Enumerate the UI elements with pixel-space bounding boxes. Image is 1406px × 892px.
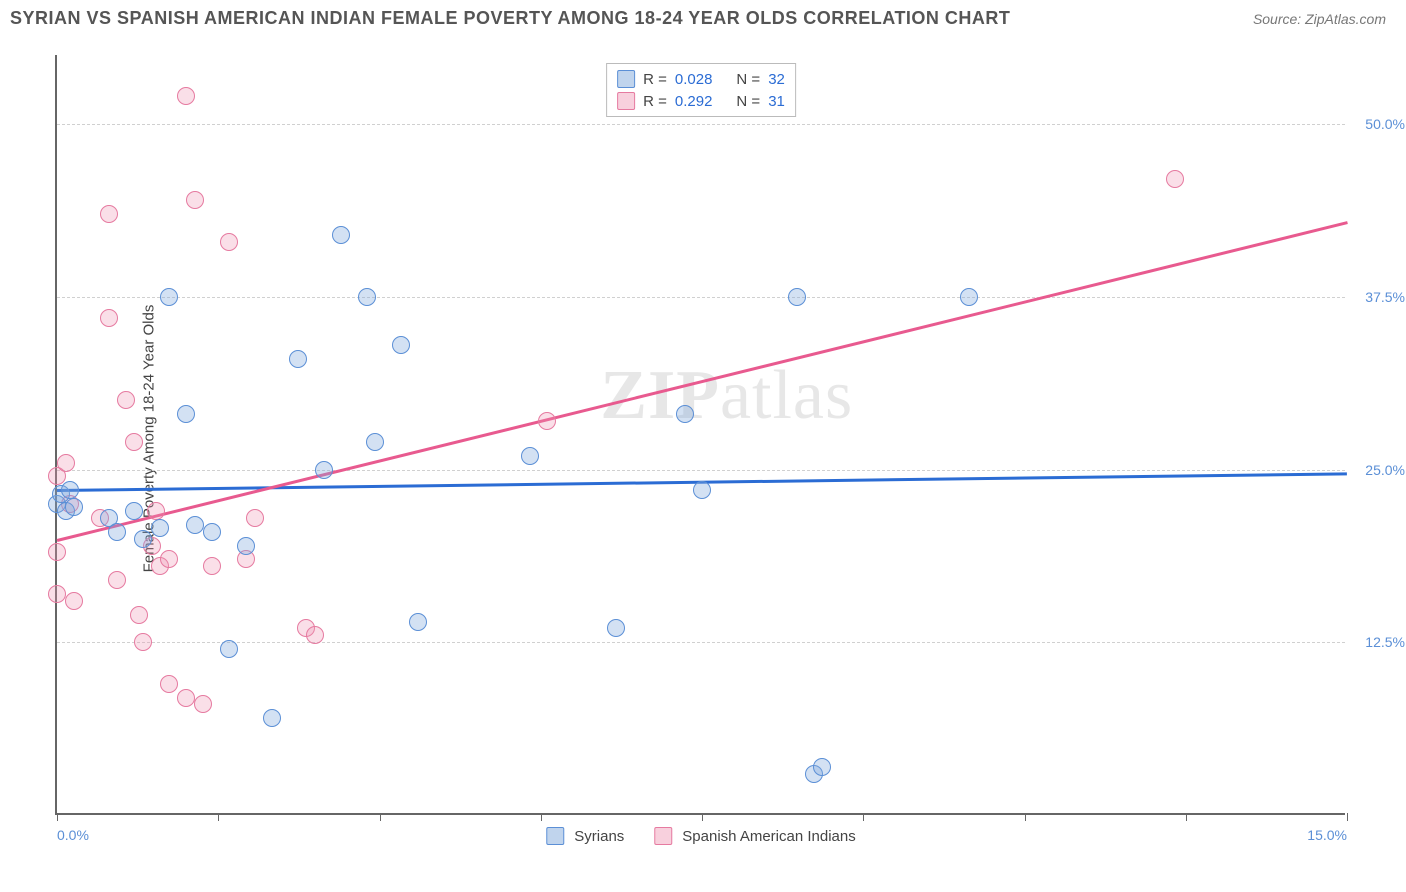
y-tick-label: 12.5% (1350, 634, 1405, 650)
swatch-icon (654, 827, 672, 845)
data-point (315, 461, 333, 479)
data-point (125, 502, 143, 520)
data-point (306, 626, 324, 644)
data-point (960, 288, 978, 306)
scatter-chart: ZIPatlas R = 0.028 N = 32 R = 0.292 N = … (55, 55, 1345, 815)
chart-header: SYRIAN VS SPANISH AMERICAN INDIAN FEMALE… (0, 0, 1406, 37)
legend-correlation: R = 0.028 N = 32 R = 0.292 N = 31 (606, 63, 796, 117)
data-point (392, 336, 410, 354)
data-point (194, 695, 212, 713)
legend-series: Syrians Spanish American Indians (546, 827, 855, 845)
data-point (177, 405, 195, 423)
r-value: 0.292 (675, 93, 713, 110)
data-point (160, 288, 178, 306)
data-point (177, 87, 195, 105)
data-point (186, 191, 204, 209)
data-point (134, 633, 152, 651)
x-tick-label: 0.0% (57, 827, 89, 843)
data-point (151, 519, 169, 537)
x-tick (380, 813, 381, 821)
data-point (203, 523, 221, 541)
data-point (186, 516, 204, 534)
data-point (788, 288, 806, 306)
r-label: R = (643, 71, 667, 88)
x-tick (1347, 813, 1348, 821)
data-point (203, 557, 221, 575)
data-point (332, 226, 350, 244)
n-label: N = (736, 71, 760, 88)
data-point (160, 550, 178, 568)
legend-label: Syrians (574, 828, 624, 845)
swatch-icon (617, 92, 635, 110)
gridline (57, 124, 1345, 125)
data-point (130, 606, 148, 624)
data-point (220, 640, 238, 658)
gridline (57, 297, 1345, 298)
data-point (246, 509, 264, 527)
data-point (220, 233, 238, 251)
chart-title: SYRIAN VS SPANISH AMERICAN INDIAN FEMALE… (10, 8, 1010, 29)
data-point (61, 481, 79, 499)
data-point (108, 523, 126, 541)
n-label: N = (736, 93, 760, 110)
data-point (160, 675, 178, 693)
data-point (607, 619, 625, 637)
x-tick (1186, 813, 1187, 821)
data-point (693, 481, 711, 499)
x-tick (702, 813, 703, 821)
y-tick-label: 37.5% (1350, 289, 1405, 305)
data-point (134, 530, 152, 548)
gridline (57, 470, 1345, 471)
x-tick (57, 813, 58, 821)
n-value: 32 (768, 71, 785, 88)
data-point (117, 391, 135, 409)
x-tick (863, 813, 864, 821)
x-tick (541, 813, 542, 821)
x-tick-label: 15.0% (1307, 827, 1347, 843)
data-point (177, 689, 195, 707)
data-point (65, 592, 83, 610)
data-point (358, 288, 376, 306)
data-point (237, 537, 255, 555)
data-point (521, 447, 539, 465)
data-point (289, 350, 307, 368)
data-point (366, 433, 384, 451)
data-point (676, 405, 694, 423)
swatch-icon (546, 827, 564, 845)
data-point (57, 454, 75, 472)
x-tick (218, 813, 219, 821)
y-tick-label: 50.0% (1350, 116, 1405, 132)
legend-row-syrians: R = 0.028 N = 32 (617, 68, 785, 90)
data-point (100, 205, 118, 223)
data-point (48, 585, 66, 603)
r-label: R = (643, 93, 667, 110)
legend-label: Spanish American Indians (682, 828, 855, 845)
chart-source: Source: ZipAtlas.com (1253, 11, 1386, 27)
data-point (48, 543, 66, 561)
data-point (538, 412, 556, 430)
data-point (125, 433, 143, 451)
data-point (65, 498, 83, 516)
legend-row-spanish: R = 0.292 N = 31 (617, 90, 785, 112)
x-tick (1025, 813, 1026, 821)
swatch-icon (617, 70, 635, 88)
data-point (1166, 170, 1184, 188)
data-point (409, 613, 427, 631)
data-point (813, 758, 831, 776)
y-tick-label: 25.0% (1350, 462, 1405, 478)
n-value: 31 (768, 93, 785, 110)
gridline (57, 642, 1345, 643)
data-point (263, 709, 281, 727)
data-point (100, 309, 118, 327)
data-point (108, 571, 126, 589)
r-value: 0.028 (675, 71, 713, 88)
data-point (147, 502, 165, 520)
